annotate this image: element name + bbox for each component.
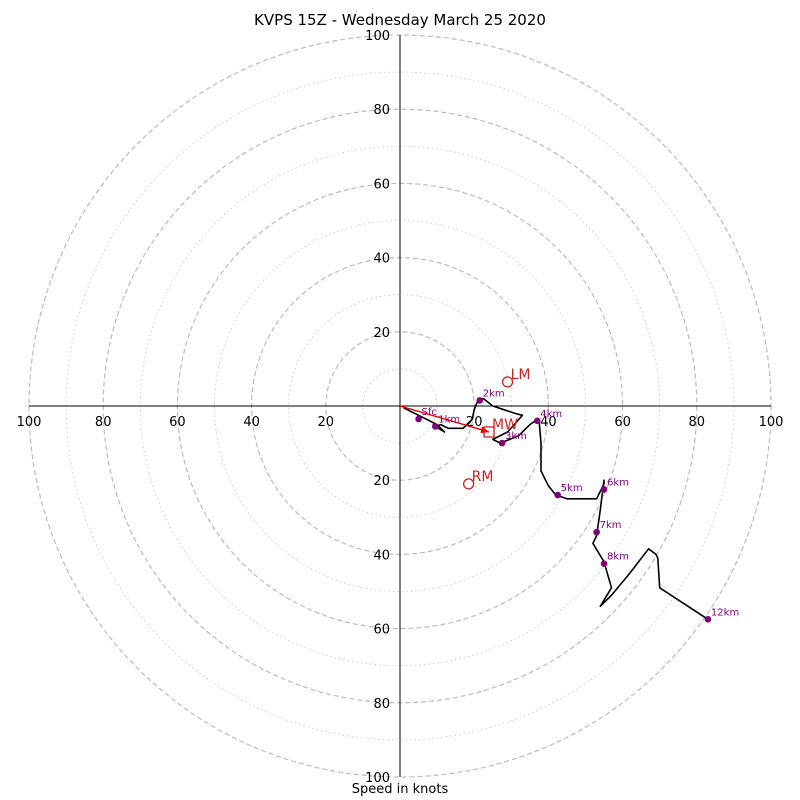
y-tick-label: 80 — [373, 103, 390, 118]
y-tick-label: 100 — [365, 29, 390, 44]
x-axis-label: Speed in knots — [351, 782, 449, 797]
height-label-sfc: Sfc — [422, 407, 437, 418]
height-point-7km — [593, 528, 600, 536]
storm-motion-rm-label: RM — [472, 469, 494, 485]
storm-motion-lm-marker — [501, 376, 514, 388]
wind-trace — [403, 397, 709, 620]
wind-trace-line — [403, 397, 709, 620]
x-tick-label: 80 — [689, 415, 706, 430]
height-label-4km: 4km — [540, 409, 562, 420]
height-label-5km: 5km — [561, 483, 583, 494]
x-tick-label: 20 — [318, 415, 335, 430]
shear-arrow-line — [399, 405, 490, 433]
x-tick-label: 40 — [243, 415, 260, 430]
x-tick-label: 100 — [759, 415, 784, 430]
y-tick-label: 40 — [373, 548, 390, 563]
height-point-6km — [600, 486, 608, 493]
height-label-12km: 12km — [711, 607, 739, 618]
y-tick-label: 60 — [373, 177, 390, 192]
y-tick-label: 80 — [373, 697, 390, 712]
height-label-7km: 7km — [600, 520, 622, 531]
storm-motion-mw-marker — [483, 426, 495, 438]
height-label-3km: 3km — [505, 431, 527, 442]
height-label-1km: 1km — [438, 414, 460, 425]
height-point-2km — [476, 397, 484, 404]
height-point-4km — [533, 417, 541, 425]
height-point-1km — [431, 423, 439, 430]
bunkers-shear-arrow — [399, 405, 490, 434]
height-label-8km: 8km — [607, 552, 629, 563]
chart-title: KVPS 15Z - Wednesday March 25 2020 — [254, 11, 546, 29]
x-tick-label: 40 — [540, 415, 557, 430]
storm-motion-rm-marker — [462, 478, 475, 490]
height-label-2km: 2km — [483, 388, 505, 399]
storm-motion-lm-label: LM — [511, 367, 531, 383]
storm-motion-mw-label: MW — [492, 417, 518, 433]
shear-arrow-head — [480, 426, 489, 434]
y-tick-label: 60 — [373, 623, 390, 638]
height-point-5km — [554, 491, 561, 499]
y-tick-label: 100 — [365, 771, 390, 786]
height-point-3km — [498, 439, 506, 447]
axis-tick-labels: 100 80 60 40 20 20 40 60 80 100100806040202040608… — [17, 29, 784, 786]
height-point-8km — [600, 560, 608, 567]
y-tick-label: 20 — [373, 474, 390, 489]
y-tick-label: 40 — [373, 252, 390, 267]
x-tick-label: 80 — [95, 415, 112, 430]
height-point-sfc — [415, 415, 422, 423]
x-tick-label: 100 — [17, 415, 42, 430]
y-tick-label: 20 — [373, 326, 390, 341]
height-point-12km — [704, 616, 712, 623]
x-tick-label: 60 — [614, 415, 631, 430]
x-tick-label: 60 — [169, 415, 186, 430]
storm-motion-markers: LM MW RM — [462, 367, 531, 490]
height-label-6km: 6km — [607, 477, 629, 488]
